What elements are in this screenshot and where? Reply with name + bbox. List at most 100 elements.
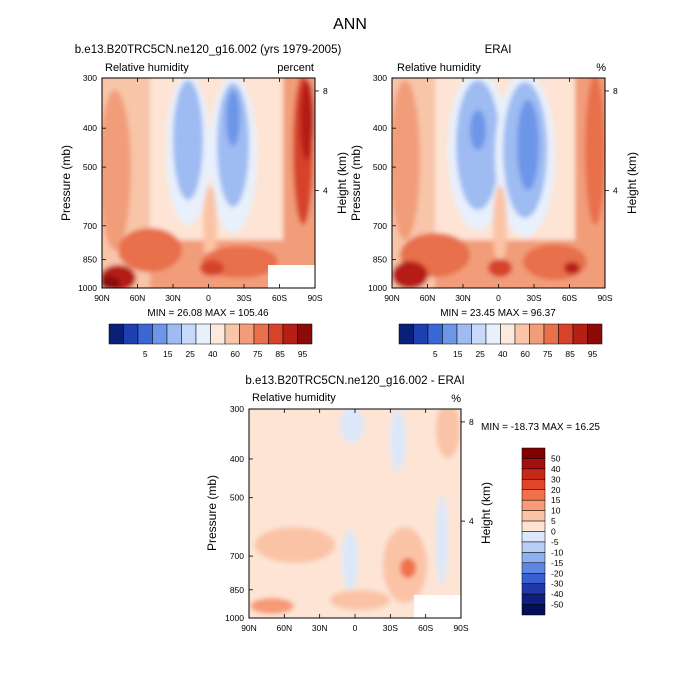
left-moist-region bbox=[392, 80, 420, 240]
colorbar-box bbox=[282, 323, 298, 345]
colorbar-label: 25 bbox=[475, 349, 485, 359]
x-tick-label: 30N bbox=[312, 623, 328, 633]
colorbar-box bbox=[210, 323, 226, 345]
height-tick-label: 4 bbox=[613, 186, 618, 196]
colorbar-box bbox=[239, 323, 255, 345]
left-string: Relative humidity bbox=[105, 62, 189, 74]
colorbar-box bbox=[587, 323, 603, 345]
x-tick-label: 30N bbox=[165, 293, 181, 303]
colorbar: 5 15 25 40 60 75 85 95 bbox=[108, 323, 313, 359]
colorbar-label: 10 bbox=[551, 506, 561, 516]
colorbar-label: 40 bbox=[551, 464, 561, 474]
colorbar-box bbox=[195, 323, 211, 345]
y-tick-label: 700 bbox=[373, 221, 387, 231]
x-tick-label: 60N bbox=[420, 293, 436, 303]
height-axis-label: Height (km) bbox=[625, 152, 639, 214]
colorbar-box bbox=[521, 447, 546, 459]
colorbar-box bbox=[521, 510, 546, 522]
y-tick-label: 500 bbox=[373, 162, 387, 172]
left-moist-region bbox=[102, 90, 131, 250]
colorbar-box bbox=[398, 323, 414, 345]
colorbar-label: 40 bbox=[208, 349, 218, 359]
colorbar-label: -40 bbox=[551, 589, 564, 599]
y-axis: 300 400 500 700 850 1000 bbox=[368, 73, 396, 293]
dry-zone-north-core bbox=[470, 110, 486, 150]
colorbar-label: 85 bbox=[275, 349, 285, 359]
positive-anomaly-surface-mid bbox=[330, 590, 390, 610]
right-string: % bbox=[451, 393, 461, 405]
colorbar-box bbox=[485, 323, 501, 345]
missing-data-mask bbox=[414, 595, 461, 618]
colorbar-box bbox=[442, 323, 458, 345]
y-tick-label: 300 bbox=[230, 404, 244, 414]
boundary-layer-max bbox=[200, 260, 224, 276]
colorbar-box bbox=[521, 458, 546, 470]
colorbar-label: -20 bbox=[551, 568, 564, 578]
y-tick-label: 1000 bbox=[225, 613, 244, 623]
x-axis: 90N 60N 30N 0 30S 60S 90S bbox=[94, 78, 323, 303]
colorbar-label: -30 bbox=[551, 579, 564, 589]
colorbar-box bbox=[166, 323, 182, 345]
colorbar-box bbox=[268, 323, 284, 345]
colorbar-label: 15 bbox=[551, 495, 561, 505]
x-tick-label: 30S bbox=[383, 623, 398, 633]
colorbar-label: 15 bbox=[163, 349, 173, 359]
colorbar-box bbox=[521, 593, 546, 605]
y-tick-label: 700 bbox=[230, 551, 244, 561]
itcz-column bbox=[203, 185, 217, 265]
colorbar-label: -50 bbox=[551, 600, 564, 610]
min-max-stats: MIN = -18.73 MAX = 16.25 bbox=[481, 422, 600, 433]
x-tick-label: 60S bbox=[272, 293, 287, 303]
x-tick-label: 90N bbox=[241, 623, 257, 633]
surface-max-antarctic bbox=[564, 262, 580, 274]
colorbar-box bbox=[521, 573, 546, 584]
x-tick-label: 30S bbox=[236, 293, 251, 303]
colorbar-label: -5 bbox=[551, 537, 559, 547]
dry-zone-south-core bbox=[517, 100, 539, 190]
y-tick-label: 850 bbox=[83, 255, 97, 265]
positive-anomaly-south-edge bbox=[436, 409, 460, 458]
y-axis-label: Pressure (mb) bbox=[349, 145, 363, 221]
negative-anomaly-south-top bbox=[390, 410, 406, 470]
height-tick-label: 8 bbox=[613, 86, 618, 96]
positive-anomaly-surface-north bbox=[250, 598, 294, 614]
y-tick-label: 300 bbox=[83, 73, 97, 83]
y-tick-label: 700 bbox=[83, 221, 97, 231]
colorbar-box bbox=[123, 323, 139, 345]
colorbar-box bbox=[224, 323, 240, 345]
min-max-stats: MIN = 23.45 MAX = 96.37 bbox=[440, 308, 556, 319]
colorbar-box bbox=[521, 489, 546, 501]
itcz-column bbox=[493, 185, 507, 265]
panel-title: b.e13.B20TRC5CN.ne120_g16.002 (yrs 1979-… bbox=[75, 44, 342, 56]
x-axis: 90N 60N 30N 0 30S 60S 90S bbox=[241, 409, 469, 633]
panel-title: b.e13.B20TRC5CN.ne120_g16.002 - ERAI bbox=[245, 375, 464, 387]
colorbar-label: 85 bbox=[565, 349, 575, 359]
y-tick-label: 400 bbox=[83, 123, 97, 133]
panel-model: b.e13.B20TRC5CN.ne120_g16.002 (yrs 1979-… bbox=[59, 44, 349, 359]
colorbar-box bbox=[521, 552, 546, 564]
height-axis: 84 bbox=[461, 417, 474, 526]
y-tick-label: 300 bbox=[373, 73, 387, 83]
colorbar-label: 75 bbox=[543, 349, 553, 359]
x-tick-label: 60N bbox=[130, 293, 146, 303]
x-tick-label: 90N bbox=[94, 293, 110, 303]
y-tick-label: 850 bbox=[373, 255, 387, 265]
height-axis: 84 bbox=[315, 86, 328, 196]
panel-title: ERAI bbox=[485, 44, 512, 56]
min-max-stats: MIN = 26.08 MAX = 105.46 bbox=[147, 308, 269, 319]
colorbar-label: 5 bbox=[551, 516, 556, 526]
y-axis-label: Pressure (mb) bbox=[205, 475, 219, 551]
colorbar: 5 15 25 40 60 75 85 95 bbox=[398, 323, 603, 359]
colorbar-box bbox=[521, 541, 546, 553]
x-tick-label: 60S bbox=[418, 623, 433, 633]
colorbar-box bbox=[514, 323, 530, 345]
height-tick-label: 4 bbox=[323, 186, 328, 196]
positive-anomaly-north-low bbox=[255, 527, 335, 563]
height-axis-label: Height (km) bbox=[335, 152, 349, 214]
positive-anomaly-south-core bbox=[400, 558, 416, 578]
colorbar-box bbox=[500, 323, 516, 345]
colorbar-box bbox=[181, 323, 197, 345]
x-tick-label: 30N bbox=[455, 293, 471, 303]
y-tick-label: 1000 bbox=[78, 283, 97, 293]
